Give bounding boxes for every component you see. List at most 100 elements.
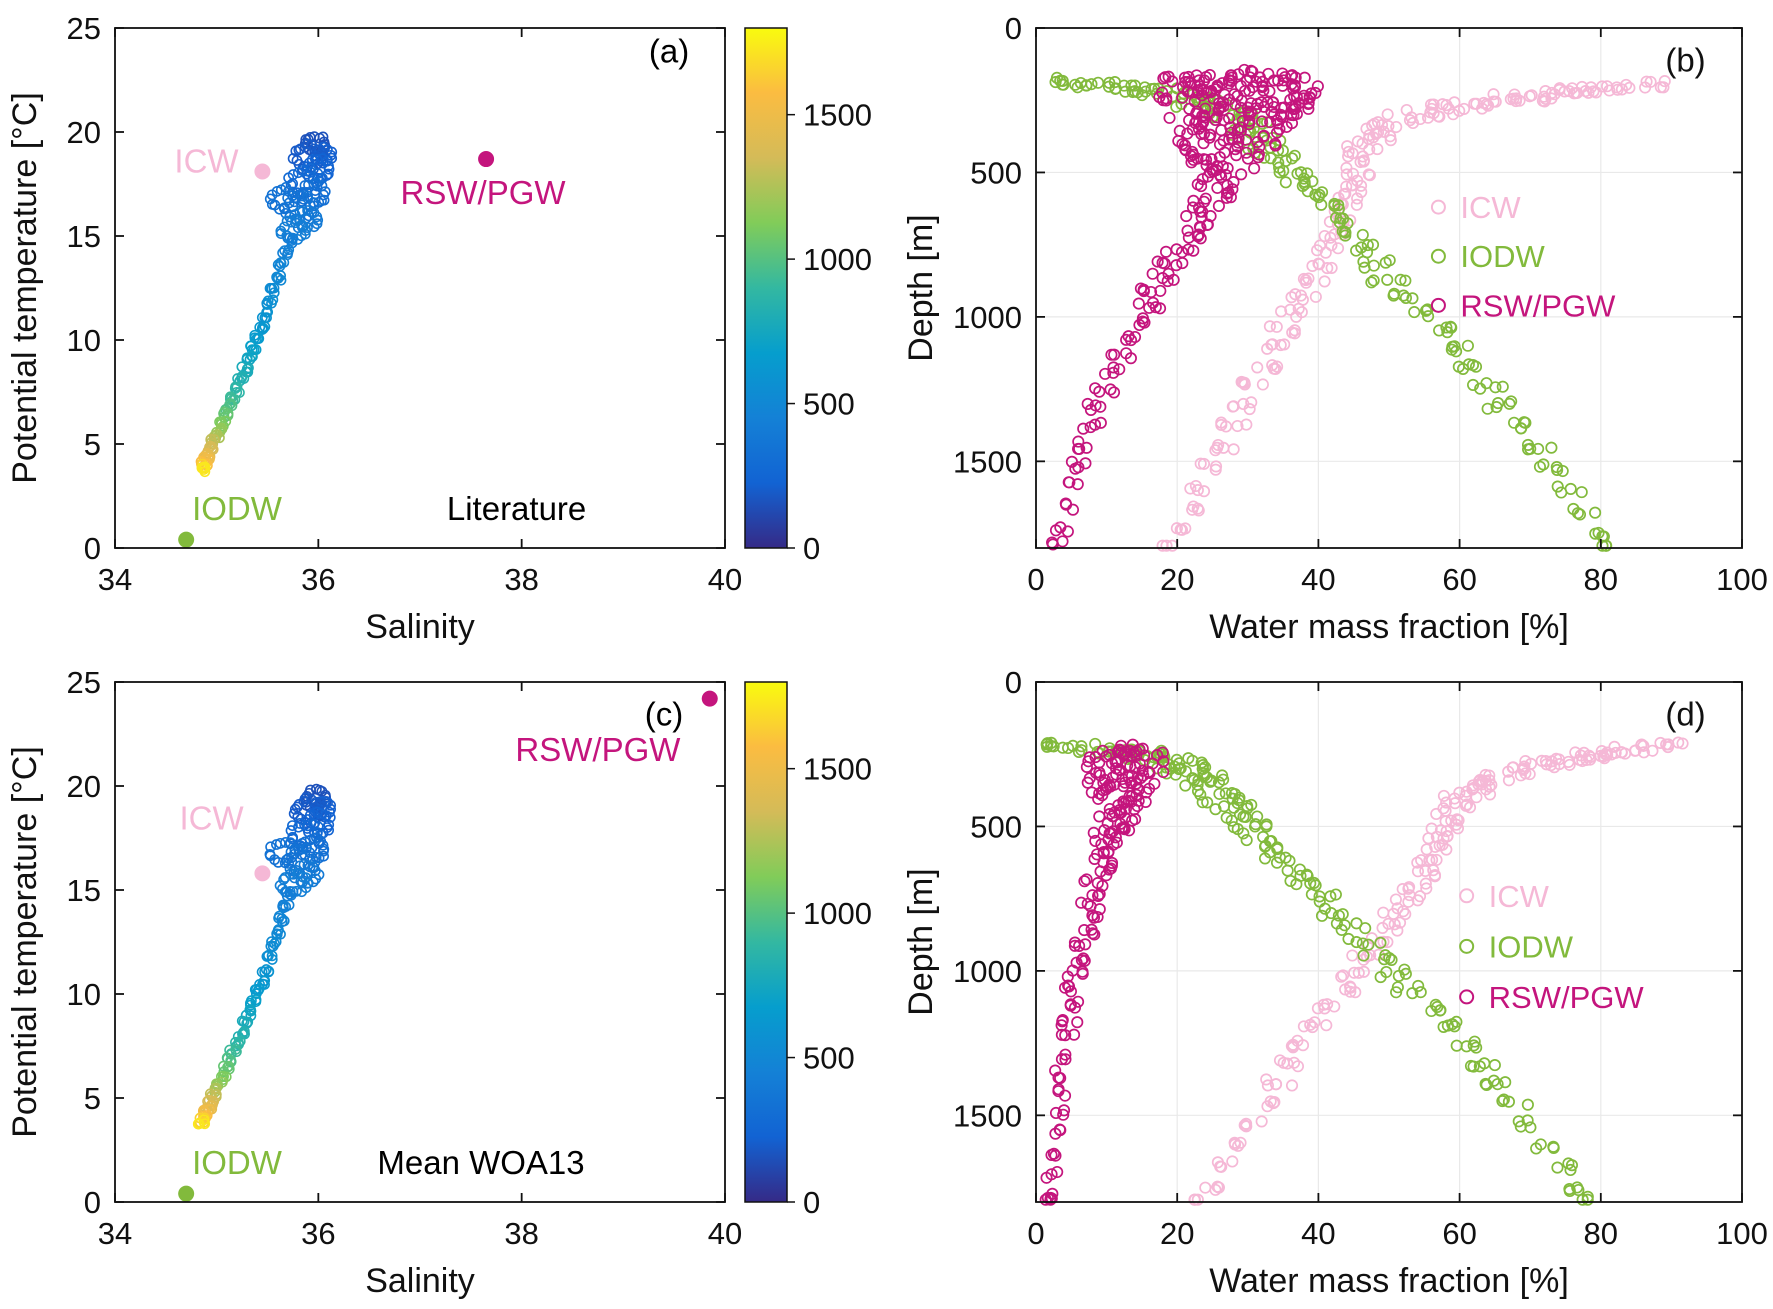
label-literature: Literature <box>447 490 586 527</box>
endmember-dot-icw <box>254 163 271 180</box>
y-tick-label: 10 <box>67 977 101 1012</box>
legend-marker-rsw-pgw <box>1459 989 1475 1005</box>
y-tick-label: 10 <box>67 323 101 358</box>
y-tick-label: 15 <box>67 873 101 908</box>
y-axis-label: Depth [m] <box>902 214 940 361</box>
gridlines <box>1036 682 1742 1202</box>
gridlines <box>1036 28 1742 548</box>
endmember-dot-rsw-pgw <box>478 151 495 168</box>
endmember-dot-icw <box>254 865 271 882</box>
y-tick-label: 0 <box>84 531 101 566</box>
y-tick-label: 5 <box>84 1081 101 1116</box>
axes-box <box>1035 681 1743 1203</box>
x-tick-label: 100 <box>1716 1216 1768 1251</box>
x-tick-label: 0 <box>1027 1216 1044 1251</box>
x-tick-label: 20 <box>1160 562 1194 597</box>
x-tick-label: 20 <box>1160 1216 1194 1251</box>
x-axis-label: Water mass fraction [%] <box>1209 608 1569 646</box>
y-tick-label: 20 <box>67 115 101 150</box>
series-iodw <box>1049 71 1613 552</box>
x-tick-label: 38 <box>504 1216 538 1251</box>
y-tick-label: 0 <box>84 1185 101 1220</box>
y-tick-label: 0 <box>1005 665 1022 700</box>
panel-c-svg: ICW RSW/PGW IODW Mean WOA13 (c) 34 36 38 40 0 5 10 1… <box>6 665 872 1300</box>
x-tick-label: 40 <box>708 562 742 597</box>
colorbar-tick-label: 500 <box>803 387 855 422</box>
y-tick-label: 1500 <box>953 1098 1022 1133</box>
label-iodw: IODW <box>192 490 283 527</box>
label-icw: ICW <box>180 800 245 837</box>
y-tick-label: 1000 <box>953 300 1022 335</box>
label-c: (c) <box>645 696 683 733</box>
legend-label-iodw: IODW <box>1460 239 1545 274</box>
x-tick-label: 0 <box>1027 562 1044 597</box>
y-tick-label: 25 <box>67 665 101 700</box>
legend-label-rsw-pgw: RSW/PGW <box>1489 980 1645 1015</box>
panel-c: ICW RSW/PGW IODW Mean WOA13 (c) 34 36 38 40 0 5 10 1… <box>0 654 886 1309</box>
series-rsw-pgw <box>1039 738 1170 1206</box>
x-tick-label: 80 <box>1584 562 1618 597</box>
x-tick-label: 60 <box>1442 562 1476 597</box>
label-iodw: IODW <box>192 1144 283 1181</box>
y-tick-label: 500 <box>970 155 1022 190</box>
legend-label-icw: ICW <box>1489 879 1550 914</box>
ts-scatter-cloud <box>195 131 338 478</box>
label-icw: ICW <box>174 143 239 180</box>
legend-marker-rsw-pgw <box>1430 297 1446 313</box>
x-tick-label: 38 <box>504 562 538 597</box>
axis-ticks <box>1035 27 1743 548</box>
axes-box <box>114 27 726 549</box>
y-tick-label: 1000 <box>953 954 1022 989</box>
ts-scatter-cloud <box>192 783 336 1130</box>
legend-label-icw: ICW <box>1460 190 1521 225</box>
colorbar-tick-label: 0 <box>803 531 820 566</box>
colorbar-tick-label: 0 <box>803 1185 820 1220</box>
endmember-dot-iodw <box>178 1185 195 1202</box>
legend-marker-iodw <box>1459 938 1475 954</box>
x-axis-label: Salinity <box>365 608 475 646</box>
colorbar-tick-label: 1500 <box>803 98 872 133</box>
x-tick-label: 36 <box>301 1216 335 1251</box>
y-tick-label: 1500 <box>953 444 1022 479</box>
x-tick-label: 34 <box>98 562 132 597</box>
series-icw <box>1156 75 1671 552</box>
y-tick-label: 20 <box>67 769 101 804</box>
series-rsw-pgw <box>1046 63 1324 551</box>
label-rsw-pgw: RSW/PGW <box>401 174 567 211</box>
y-axis-label: Depth [m] <box>902 868 940 1015</box>
legend: ICW IODW RSW/PGW <box>1430 190 1616 323</box>
label-rsw-pgw: RSW/PGW <box>515 731 681 768</box>
label-mean-woa13: Mean WOA13 <box>377 1144 584 1181</box>
legend-label-rsw-pgw: RSW/PGW <box>1460 288 1616 323</box>
colorbar-tick-label: 1000 <box>803 242 872 277</box>
x-tick-label: 34 <box>98 1216 132 1251</box>
colorbar <box>744 27 788 549</box>
series-icw <box>1188 736 1689 1206</box>
panel-b: ICW IODW RSW/PGW (b) 0 20 40 60 80 100 0 500 1000 150… <box>886 0 1773 654</box>
x-axis-label: Salinity <box>365 1262 475 1300</box>
panel-d: ICW IODW RSW/PGW (d) 0 20 40 60 80 100 0 500 1000 150… <box>886 654 1773 1309</box>
x-tick-label: 36 <box>301 562 335 597</box>
axes-box <box>1035 27 1743 549</box>
x-tick-label: 60 <box>1442 1216 1476 1251</box>
legend-marker-iodw <box>1430 248 1446 264</box>
y-tick-label: 5 <box>84 427 101 462</box>
legend-label-iodw: IODW <box>1489 929 1574 964</box>
x-tick-label: 100 <box>1716 562 1768 597</box>
colorbar-tick-label: 1500 <box>803 752 872 787</box>
legend-marker-icw <box>1430 199 1446 215</box>
endmember-dot-rsw-pgw <box>701 690 718 707</box>
colorbar <box>744 681 788 1203</box>
y-axis-label: Potential temperature [°C] <box>6 746 44 1138</box>
colorbar-tick-label: 1000 <box>803 896 872 931</box>
endmember-dot-iodw <box>178 531 195 548</box>
colorbar-tick-label: 500 <box>803 1041 855 1076</box>
legend: ICW IODW RSW/PGW <box>1459 879 1645 1015</box>
y-tick-label: 15 <box>67 219 101 254</box>
x-tick-label: 40 <box>708 1216 742 1251</box>
y-tick-label: 0 <box>1005 11 1022 46</box>
legend-marker-icw <box>1459 888 1475 904</box>
y-tick-label: 500 <box>970 809 1022 844</box>
